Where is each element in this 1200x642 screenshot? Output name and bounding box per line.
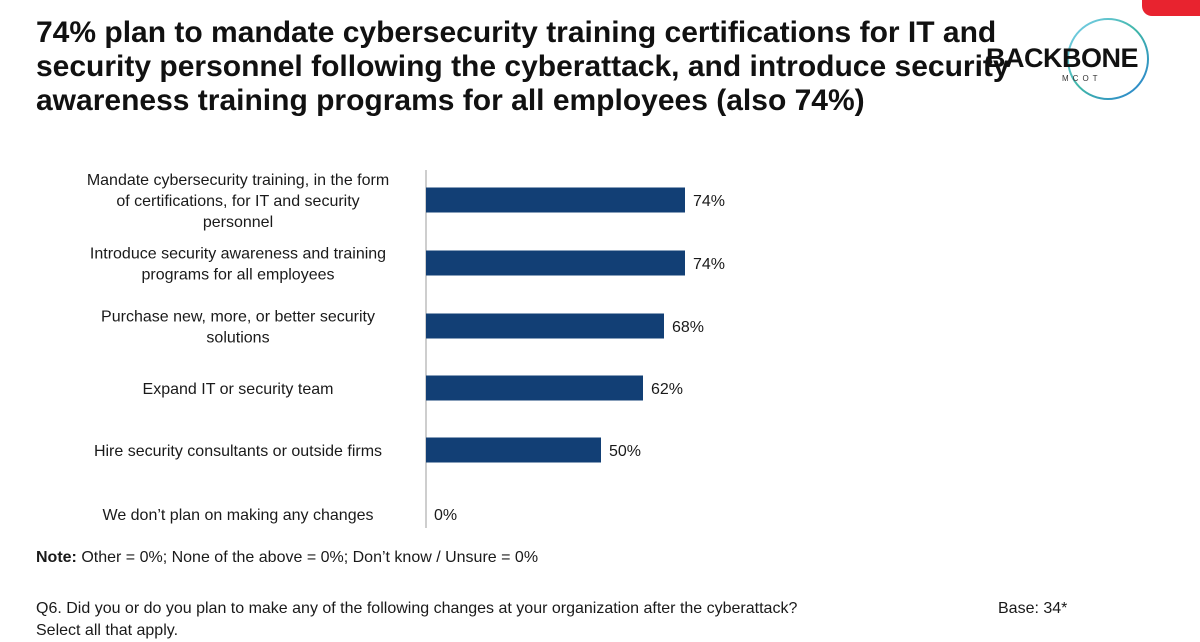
bar-1	[426, 187, 685, 213]
title-line-3: awareness training programs for all empl…	[36, 84, 865, 117]
logo-ring-icon	[1067, 18, 1149, 100]
value-label-4: 62%	[651, 381, 683, 398]
chart-note: Note: Other = 0%; None of the above = 0%…	[36, 549, 538, 567]
category-label-1: Mandate cybersecurity training, in the f…	[87, 172, 389, 231]
base-count: Base: 34*	[998, 600, 1068, 617]
value-label-3: 68%	[672, 319, 704, 336]
corner-accent	[1142, 0, 1200, 16]
value-label-1: 74%	[693, 193, 725, 210]
chart-title: 74% plan to mandate cybersecurity traini…	[36, 16, 1046, 118]
bar-4	[426, 375, 643, 401]
value-label-6: 0%	[434, 507, 457, 524]
note-text: Other = 0%; None of the above = 0%; Don’…	[76, 549, 539, 566]
logo-subtext: MCOT	[1062, 74, 1102, 83]
logo-wordmark: BACKBONE	[986, 43, 1139, 73]
bar-3	[426, 313, 664, 339]
question-text: Q6. Did you or do you plan to make any o…	[36, 600, 798, 617]
backbone-logo: BACKBONE MCOT	[984, 16, 1154, 106]
survey-question: Q6. Did you or do you plan to make any o…	[36, 598, 1176, 642]
category-label-5: Hire security consultants or outside fir…	[94, 443, 382, 460]
category-label-2: Introduce security awareness and trainin…	[90, 246, 386, 284]
title-line-2: security personnel following the cyberat…	[36, 50, 1010, 83]
value-label-2: 74%	[693, 256, 725, 273]
bar-5	[426, 437, 601, 463]
question-line-2: Select all that apply.	[36, 622, 179, 639]
category-label-4: Expand IT or security team	[143, 381, 334, 398]
category-label-3: Purchase new, more, or better security so…	[101, 309, 375, 347]
bar-chart: 74% Mandate cybersecurity training, in th…	[87, 170, 725, 528]
value-label-5: 50%	[609, 443, 641, 460]
note-label: Note:	[36, 549, 77, 566]
category-label-6: We don’t plan on making any changes	[103, 507, 374, 524]
bars-layer: 74% Mandate cybersecurity training, in th…	[87, 172, 725, 524]
title-line-1: 74% plan to mandate cybersecurity traini…	[36, 16, 997, 49]
bar-2	[426, 250, 685, 276]
